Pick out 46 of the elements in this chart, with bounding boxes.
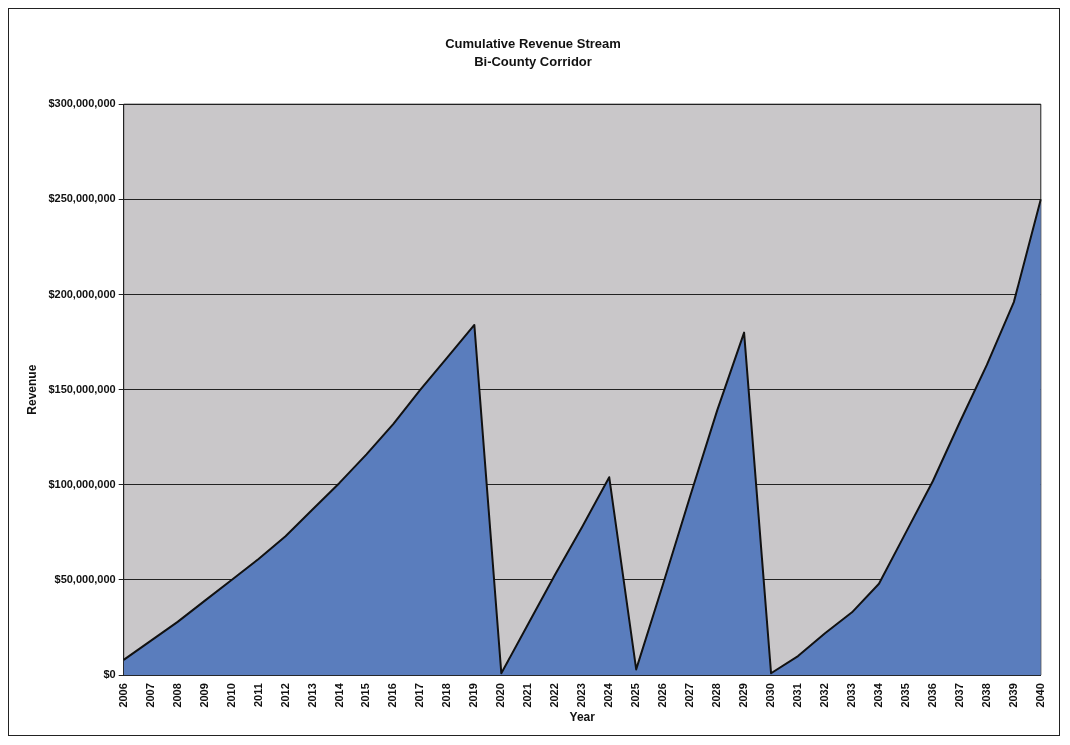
chart-title: Cumulative Revenue Stream (445, 36, 621, 52)
x-tick-label: 2032 (818, 683, 831, 708)
y-tick-label: $50,000,000 (54, 573, 116, 586)
x-tick-label: 2028 (710, 683, 723, 708)
y-tick-label: $300,000,000 (48, 97, 116, 110)
y-tick-label: $250,000,000 (48, 192, 116, 205)
x-tick-label: 2015 (359, 683, 372, 708)
y-tick-label: $100,000,000 (48, 477, 116, 490)
x-tick-label: 2038 (979, 683, 992, 708)
x-tick-label: 2029 (737, 683, 750, 708)
x-tick-label: 2025 (629, 683, 642, 708)
x-tick-label: 2014 (332, 682, 345, 708)
x-tick-label: 2020 (494, 683, 507, 708)
x-tick-label: 2033 (845, 683, 858, 708)
x-tick-label: 2027 (683, 683, 696, 708)
y-axis-title: Revenue (24, 364, 39, 415)
x-tick-label: 2030 (764, 683, 777, 708)
x-tick-label: 2009 (197, 683, 210, 708)
x-tick-label: 2012 (278, 683, 291, 708)
x-tick-label: 2026 (656, 683, 669, 708)
x-tick-label: 2036 (925, 683, 938, 708)
x-tick-label: 2022 (548, 683, 561, 708)
x-tick-label: 2019 (467, 683, 480, 708)
x-tick-label: 2024 (602, 682, 615, 708)
x-tick-label: 2006 (116, 683, 129, 708)
x-tick-label: 2008 (170, 683, 183, 708)
x-tick-label: 2037 (952, 683, 965, 708)
x-tick-label: 2011 (251, 683, 264, 707)
x-tick-label: 2017 (413, 683, 426, 708)
x-tick-label: 2021 (521, 683, 534, 708)
x-tick-label: 2016 (386, 683, 399, 708)
x-tick-label: 2013 (305, 683, 318, 708)
y-tick-label: $150,000,000 (48, 382, 116, 395)
x-tick-label: 2023 (575, 683, 588, 708)
chart-subtitle: Bi-County Corridor (474, 53, 592, 69)
x-axis-title: Year (569, 710, 596, 725)
x-tick-label: 2007 (143, 683, 156, 708)
x-tick-label: 2034 (871, 682, 884, 708)
y-tick-label: $0 (103, 668, 116, 681)
x-tick-label: 2035 (898, 683, 911, 708)
x-tick-label: 2039 (1006, 683, 1019, 708)
y-tick-label: $200,000,000 (48, 287, 116, 300)
x-tick-label: 2010 (224, 683, 237, 708)
x-tick-label: 2040 (1033, 683, 1046, 708)
x-tick-label: 2031 (791, 683, 804, 708)
x-tick-label: 2018 (440, 683, 453, 708)
